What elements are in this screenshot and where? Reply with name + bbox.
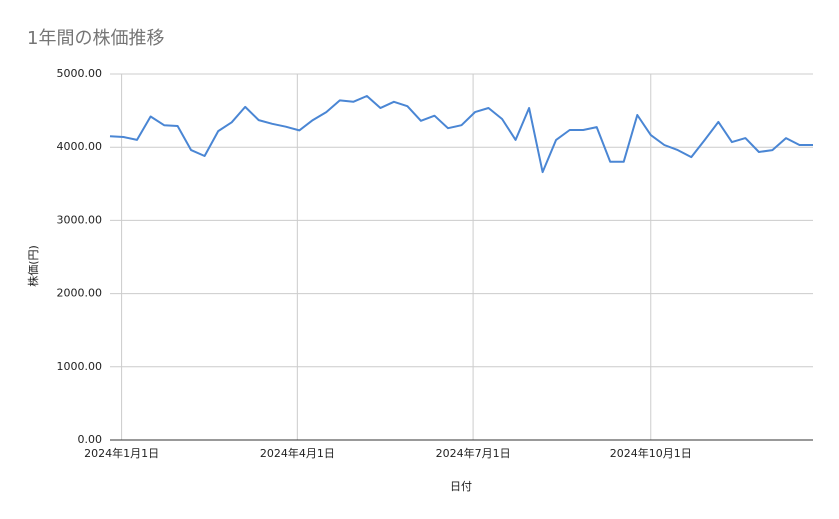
x-tick-label: 2024年7月1日 — [436, 446, 511, 460]
x-tick-label: 2024年1月1日 — [84, 446, 159, 460]
y-tick-label: 2000.00 — [57, 287, 103, 300]
price-line — [109, 95, 813, 174]
y-tick-label: 3000.00 — [57, 213, 103, 226]
y-tick-label: 0.00 — [78, 433, 103, 446]
y-tick-label: 1000.00 — [57, 360, 103, 373]
x-axis-label: 日付 — [450, 480, 472, 493]
x-tick-label: 2024年10月1日 — [610, 446, 692, 460]
y-axis-label: 株価(円) — [26, 245, 40, 287]
chart-title: 1年間の株価推移 — [27, 28, 164, 49]
y-tick-label: 5000.00 — [57, 67, 103, 80]
x-tick-label: 2024年4月1日 — [260, 446, 335, 460]
y-tick-label: 4000.00 — [57, 140, 103, 153]
